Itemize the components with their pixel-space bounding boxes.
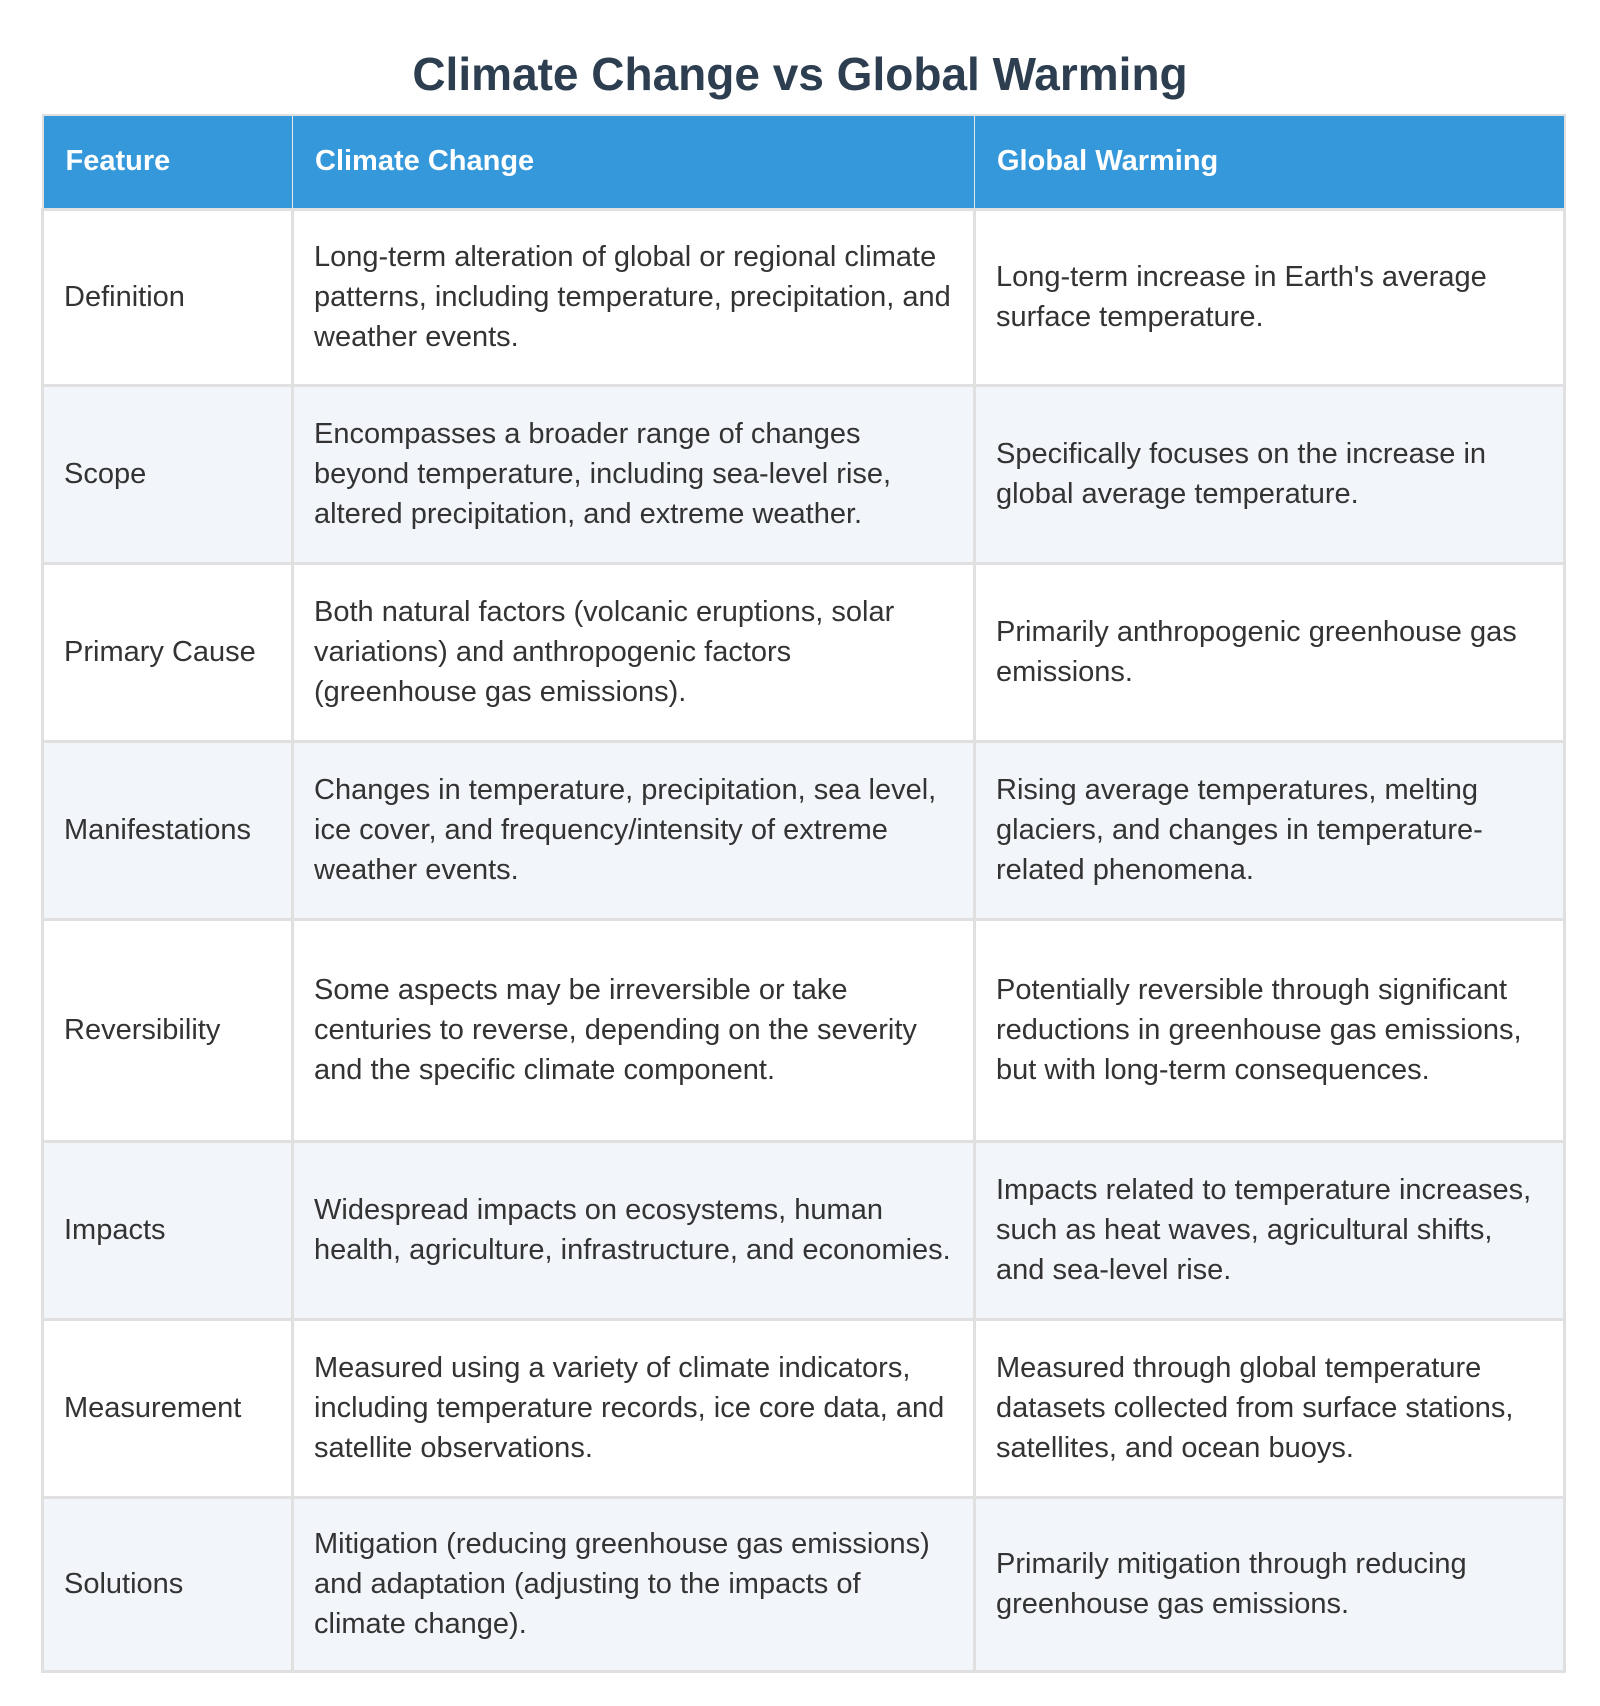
table-row: Primary Cause Both natural factors (volc… bbox=[41, 561, 1566, 743]
table-row: Solutions Mitigation (reducing greenhous… bbox=[41, 1495, 1566, 1673]
global-warming-cell: Long-term increase in Earth's average su… bbox=[973, 207, 1566, 387]
global-warming-cell: Rising average temperatures, melting gla… bbox=[973, 739, 1566, 921]
feature-cell: Manifestations bbox=[41, 739, 294, 921]
table-header-row: Feature Climate Change Global Warming bbox=[42, 115, 1565, 210]
feature-cell: Primary Cause bbox=[41, 561, 294, 743]
global-warming-cell: Potentially reversible through significa… bbox=[973, 917, 1566, 1143]
global-warming-cell: Impacts related to temperature increases… bbox=[973, 1139, 1566, 1321]
climate-change-cell: Some aspects may be irreversible or take… bbox=[291, 917, 976, 1143]
climate-change-cell: Long-term alteration of global or region… bbox=[291, 207, 976, 387]
climate-change-cell: Mitigation (reducing greenhouse gas emis… bbox=[291, 1495, 976, 1673]
feature-cell: Impacts bbox=[41, 1139, 294, 1321]
table-row: Impacts Widespread impacts on ecosystems… bbox=[41, 1139, 1566, 1321]
feature-cell: Reversibility bbox=[41, 917, 294, 1143]
table-row: Scope Encompasses a broader range of cha… bbox=[41, 383, 1566, 565]
global-warming-cell: Measured through global temperature data… bbox=[973, 1317, 1566, 1499]
global-warming-cell: Primarily anthropogenic greenhouse gas e… bbox=[973, 561, 1566, 743]
climate-change-cell: Measured using a variety of climate indi… bbox=[291, 1317, 976, 1499]
comparison-table: Feature Climate Change Global Warming De… bbox=[41, 114, 1566, 1673]
climate-change-cell: Encompasses a broader range of changes b… bbox=[291, 383, 976, 565]
climate-change-cell: Widespread impacts on ecosystems, human … bbox=[291, 1139, 976, 1321]
climate-change-cell: Changes in temperature, precipitation, s… bbox=[291, 739, 976, 921]
table-row: Measurement Measured using a variety of … bbox=[41, 1317, 1566, 1499]
global-warming-cell: Specifically focuses on the increase in … bbox=[973, 383, 1566, 565]
table-row: Definition Long-term alteration of globa… bbox=[41, 207, 1566, 387]
column-header-feature: Feature bbox=[42, 115, 293, 210]
climate-change-cell: Both natural factors (volcanic eruptions… bbox=[291, 561, 976, 743]
feature-cell: Definition bbox=[41, 207, 294, 387]
global-warming-cell: Primarily mitigation through reducing gr… bbox=[973, 1495, 1566, 1673]
table-row: Manifestations Changes in temperature, p… bbox=[41, 739, 1566, 921]
column-header-global-warming: Global Warming bbox=[974, 115, 1565, 210]
feature-cell: Measurement bbox=[41, 1317, 294, 1499]
feature-cell: Solutions bbox=[41, 1495, 294, 1673]
column-header-climate-change: Climate Change bbox=[292, 115, 975, 210]
page-title: Climate Change vs Global Warming bbox=[412, 48, 1188, 100]
table-row: Reversibility Some aspects may be irreve… bbox=[41, 917, 1566, 1143]
feature-cell: Scope bbox=[41, 383, 294, 565]
